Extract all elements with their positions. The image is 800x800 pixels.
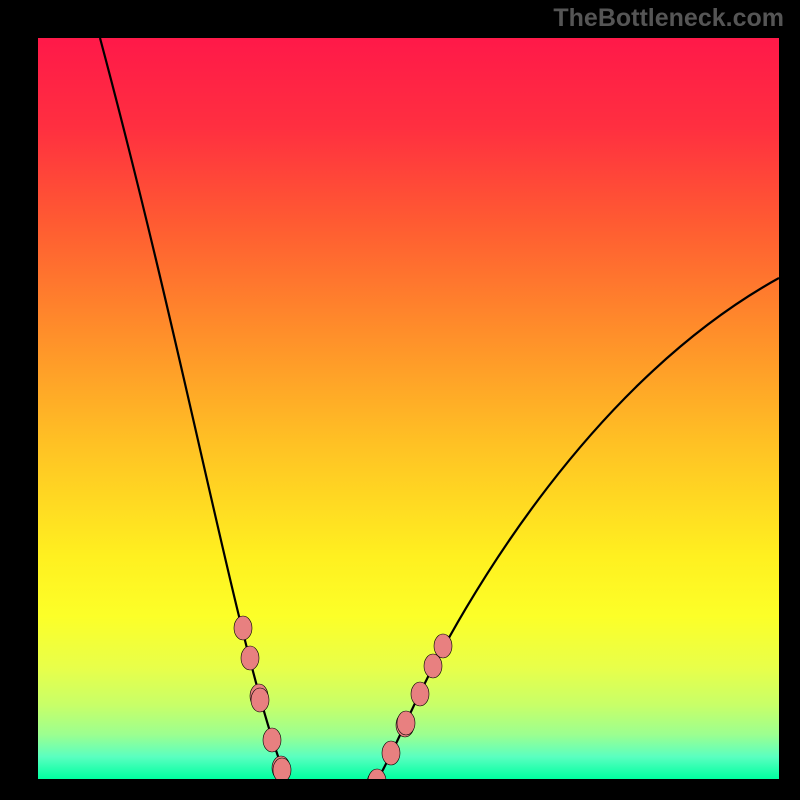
left-curve (100, 38, 306, 779)
series-dot (434, 634, 452, 658)
series-dot (397, 711, 415, 735)
plot-area (38, 38, 779, 779)
watermark-text: TheBottleneck.com (553, 4, 784, 33)
series-dot (382, 741, 400, 765)
series-dot (241, 646, 259, 670)
series-dot (263, 728, 281, 752)
series-dot (424, 654, 442, 678)
series-dot (234, 616, 252, 640)
series-dot (251, 688, 269, 712)
series-dot (273, 758, 291, 779)
dot-series (234, 616, 452, 779)
curve-layer (38, 38, 779, 779)
series-dot (411, 682, 429, 706)
chart-container: TheBottleneck.com (0, 0, 800, 800)
